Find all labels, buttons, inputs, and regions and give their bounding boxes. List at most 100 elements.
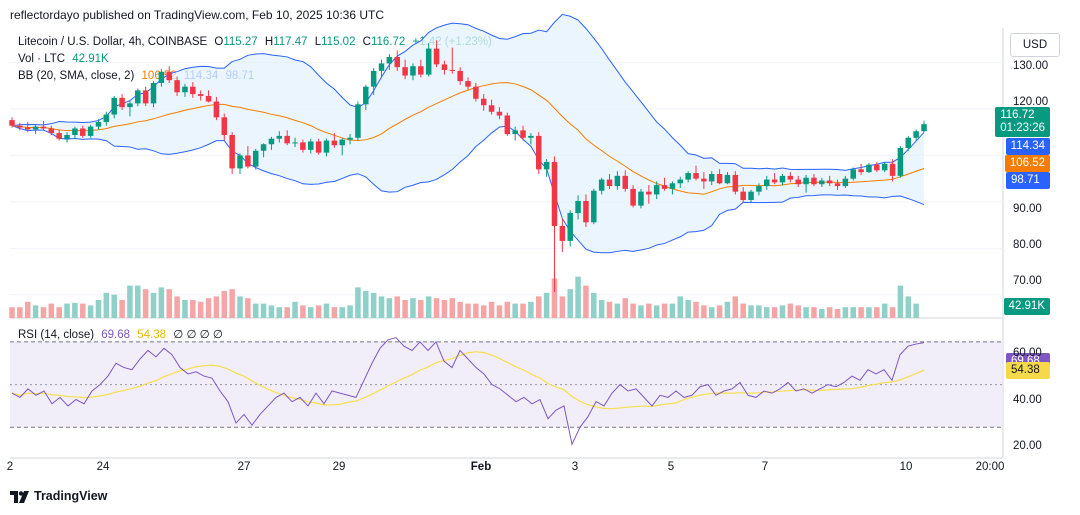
candle xyxy=(536,132,542,174)
volume-bar xyxy=(190,300,196,318)
candle-body xyxy=(614,175,621,187)
bb-legend[interactable]: BB (20, SMA, close, 2) 106.52 114.34 98.… xyxy=(18,70,258,82)
volume-bar xyxy=(276,307,283,318)
candle-body xyxy=(701,178,707,182)
candle-body xyxy=(826,180,833,184)
volume-bar xyxy=(520,303,526,318)
volume-tag: 42.91K xyxy=(1003,298,1050,315)
candle-body xyxy=(921,124,927,132)
volume-bar xyxy=(646,303,652,318)
candle xyxy=(410,63,416,81)
candle xyxy=(394,50,400,71)
candle xyxy=(504,112,511,136)
candle xyxy=(543,159,550,177)
candle-body xyxy=(528,135,534,138)
candle-body xyxy=(418,66,424,75)
candle-body xyxy=(182,86,188,93)
time-tick: 29 xyxy=(332,461,346,473)
volume-bar xyxy=(764,307,770,318)
candle xyxy=(48,125,55,135)
volume-bar xyxy=(677,296,684,318)
candle xyxy=(889,159,896,182)
ohlc-change: +1.42 (+1.23%) xyxy=(412,36,492,48)
footer-brand[interactable]: TradingView xyxy=(10,489,107,503)
candle xyxy=(646,185,652,204)
candle-body xyxy=(488,105,495,112)
candle-body xyxy=(370,70,377,87)
volume-bar xyxy=(614,303,621,318)
candle xyxy=(795,175,801,188)
volume-bar xyxy=(787,303,794,318)
candle xyxy=(24,121,31,133)
candle-body xyxy=(520,130,526,138)
candle-body xyxy=(331,140,338,146)
candle xyxy=(693,165,699,181)
volume-bar xyxy=(708,307,715,318)
candle xyxy=(9,117,15,128)
candle xyxy=(559,218,566,253)
volume-bar xyxy=(591,292,597,318)
candle xyxy=(748,189,754,203)
volume-bar xyxy=(284,307,290,318)
candle-body xyxy=(402,67,408,76)
candle xyxy=(308,138,314,154)
time-tick: 10 xyxy=(899,461,913,473)
volume-bar xyxy=(661,303,668,318)
volume-bar xyxy=(693,301,699,318)
candle xyxy=(897,146,904,178)
volume-bar xyxy=(363,291,369,318)
candle xyxy=(213,96,220,121)
volume-bar xyxy=(881,303,888,318)
candle-body xyxy=(874,164,880,171)
candle-body xyxy=(449,69,456,71)
candle xyxy=(473,82,479,102)
candle-body xyxy=(237,155,243,169)
candle-body xyxy=(559,226,566,241)
footer-brand-text: TradingView xyxy=(34,489,108,503)
rsi-legend[interactable]: RSI (14, close) 69.68 54.38 ∅ ∅ ∅ ∅ xyxy=(18,327,227,341)
candle-body xyxy=(355,104,361,138)
candle xyxy=(591,188,597,225)
time-tick: 3 xyxy=(571,461,579,473)
candle xyxy=(32,123,39,135)
volume-bar xyxy=(905,296,912,318)
candle-body xyxy=(245,155,251,167)
volume-bar xyxy=(512,303,518,318)
candle-body xyxy=(858,169,864,173)
candle-body xyxy=(308,141,314,150)
candle-body xyxy=(756,186,762,192)
candle xyxy=(260,143,267,158)
candle xyxy=(64,132,70,143)
candle xyxy=(842,175,849,188)
volume-bar xyxy=(473,303,479,318)
volume-bar xyxy=(229,289,235,318)
candle-body xyxy=(716,174,723,184)
currency-button[interactable]: USD xyxy=(1010,33,1060,57)
volume-bar xyxy=(559,296,566,318)
bb-lines xyxy=(11,13,925,254)
candle xyxy=(858,163,864,175)
candle-body xyxy=(897,147,904,176)
volume-bar xyxy=(268,305,275,318)
volume-bar xyxy=(575,276,581,318)
symbol-legend[interactable]: Litecoin / U.S. Dollar, 4h, COINBASE O11… xyxy=(18,36,496,48)
bb-lower-value: 98.71 xyxy=(225,70,255,82)
candle-body xyxy=(638,191,644,206)
candle-body xyxy=(669,183,676,189)
candle-body xyxy=(32,126,39,130)
volume-bar xyxy=(504,301,511,318)
time-tick: 7 xyxy=(761,461,769,473)
volume-legend[interactable]: Vol · LTC 42.91K xyxy=(18,53,113,65)
candle xyxy=(653,181,660,200)
candle-body xyxy=(142,90,149,104)
last-price: 116.72 xyxy=(1000,109,1035,121)
candle-body xyxy=(119,97,125,108)
candle-body xyxy=(575,200,581,214)
candle-body xyxy=(441,64,448,70)
candle xyxy=(811,174,817,187)
volume-bar xyxy=(425,296,432,318)
candle xyxy=(826,175,833,187)
candle-body xyxy=(504,115,511,135)
candle-body xyxy=(811,177,817,185)
candle xyxy=(17,122,23,131)
